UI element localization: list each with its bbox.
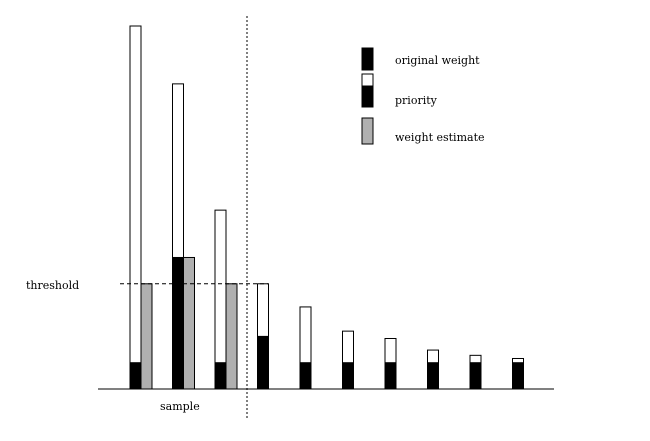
- legend-label-weight-estimate: weight estimate: [395, 131, 485, 144]
- bars-layer: [129, 25, 524, 390]
- weight-estimate-bar: [225, 283, 238, 390]
- legend-swatch-original-weight: [361, 47, 374, 71]
- weight-estimate-bar: [140, 283, 153, 390]
- original-weight-bar: [172, 256, 184, 390]
- original-weight-bar: [299, 362, 312, 390]
- legend-swatch-priority-bottom: [361, 85, 374, 108]
- original-weight-bar: [257, 335, 269, 390]
- original-weight-bar: [342, 362, 354, 390]
- original-weight-bar: [129, 362, 142, 390]
- original-weight-bar: [469, 362, 482, 390]
- original-weight-bar: [427, 362, 439, 390]
- original-weight-bar: [512, 362, 524, 390]
- legend-label-priority: priority: [395, 94, 438, 107]
- threshold-label: threshold: [26, 279, 79, 292]
- legend-label-original-weight: original weight: [395, 54, 480, 67]
- original-weight-bar: [384, 362, 397, 390]
- legend-swatch-weight-estimate: [361, 117, 374, 145]
- original-weight-bar: [214, 362, 227, 390]
- weight-estimate-bar: [183, 256, 195, 390]
- legend: original weight priority weight estimate: [361, 47, 485, 145]
- priority-bar: [214, 209, 227, 390]
- legend-swatch-priority-top: [361, 73, 374, 87]
- priority-bar: [129, 25, 142, 390]
- sample-label: sample: [160, 400, 200, 413]
